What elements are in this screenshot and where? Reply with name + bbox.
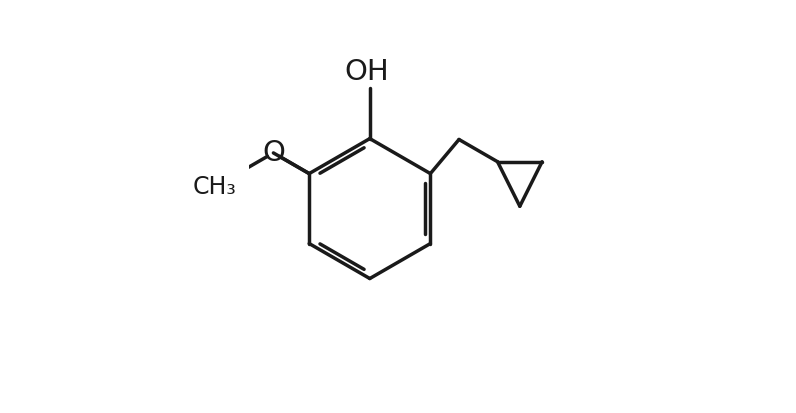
Text: OH: OH <box>344 58 389 86</box>
Text: O: O <box>262 139 285 167</box>
Text: CH₃: CH₃ <box>192 175 236 199</box>
